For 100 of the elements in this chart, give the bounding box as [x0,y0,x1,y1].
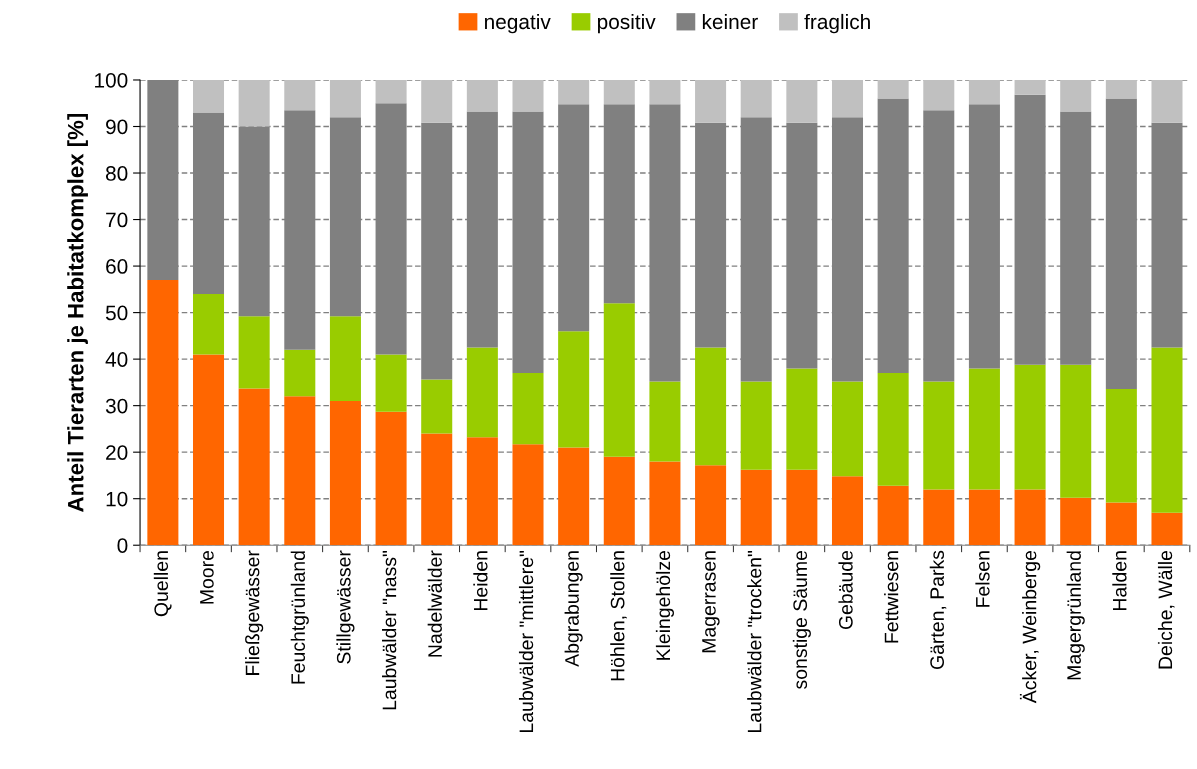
bar [831,79,864,118]
bar [740,79,772,118]
legend-label: positiv [597,13,656,34]
y-tick-label: 80 [105,166,128,181]
bar [1060,497,1092,546]
x-tick-label: Deiche, Wälle [1157,550,1175,669]
bar [1151,347,1183,513]
x-tick-label: Höhlen, Stollen [610,551,627,681]
bar [923,79,955,111]
y-tick-label: 60 [106,259,128,274]
bar [1060,364,1092,498]
bar [923,381,955,490]
bar [877,79,909,99]
y-tick-label: 100 [95,72,128,88]
bar [1105,98,1137,389]
bar [877,485,909,546]
y-tick-label: 50 [105,305,128,321]
bar [375,79,407,104]
bar [1105,79,1137,99]
bar [238,388,270,546]
x-tick-label: Laubwälder "nass" [382,550,397,710]
x-tick-label: Kleingehölze [655,550,674,660]
x-tick-label: Stillgewässer [336,550,355,664]
bar [466,79,498,112]
bar [968,489,1000,546]
bar [192,79,225,113]
bar [284,349,316,397]
x-tick-label: Magergrünland [1066,551,1085,680]
bar [1014,94,1046,365]
bar [649,79,681,105]
y-tick-label: 90 [106,119,128,135]
bar [1060,79,1092,112]
bar [421,379,453,434]
bar [740,469,772,546]
y-tick-label: 0 [117,538,128,553]
bar [1151,512,1183,546]
bar [558,331,590,448]
bar [375,354,407,412]
x-tick-label: Nadelwälder [427,550,442,657]
bar [695,79,727,123]
bar [603,79,635,105]
bar [831,476,864,546]
x-tick-label: Laubwälder "mittlere" [518,550,534,732]
bar [466,347,498,438]
bar [649,461,681,546]
legend-label: negativ [485,13,551,34]
bar [558,447,590,546]
y-tick-label: 10 [106,491,128,507]
bar [786,79,818,123]
bar [649,381,681,462]
x-tick-label: Gärten, Parks [929,550,947,670]
legend-label: keiner [702,13,758,30]
bar [512,444,544,546]
bar [923,489,955,546]
bar [786,469,818,546]
bar [831,117,864,382]
bar [1014,489,1046,546]
bar [786,368,818,470]
x-tick-label: Heiden [473,551,488,611]
bar [1105,502,1137,546]
bar [603,303,635,457]
x-tick-label: Abgrabungen [564,551,583,667]
y-axis-title: Anteil Tierarten je Habitatkomplex [%] [67,113,88,512]
bar [558,79,590,105]
x-tick-label: sonstige Säume [792,550,811,689]
bar [923,110,955,382]
x-tick-label: Halden [1112,551,1127,611]
bar [238,316,270,389]
bar [192,293,225,355]
y-tick-label: 40 [105,352,128,367]
bar [1014,364,1046,490]
bar [512,79,544,112]
x-tick-label: Magerrasen [702,551,720,653]
bar [1151,79,1183,123]
x-tick-label: Felsen [975,551,990,607]
bar [421,433,453,546]
bar [512,373,544,445]
bar [603,456,635,546]
x-tick-label: Fließgewässer [245,550,264,675]
bar [1014,79,1046,95]
bar [968,79,1000,105]
x-tick-label: Gebäude [838,550,853,630]
legend-label: fraglich [804,13,870,34]
bar [695,465,727,546]
bar [329,79,361,118]
x-tick-label: Moore [200,550,214,604]
y-tick-label: 30 [105,398,128,414]
bar [329,316,361,401]
bar [1105,388,1137,503]
y-tick-label: 70 [106,212,128,228]
x-tick-label: Quellen [153,551,172,617]
bar [877,373,909,486]
bar [329,401,361,546]
bar [695,347,727,466]
bar [375,411,407,546]
bar [968,368,1000,490]
bar [466,437,498,546]
x-tick-label: Äcker, Weinberge [1019,550,1041,704]
x-tick-label: Feuchtgrünland [290,551,309,684]
bar [192,354,225,546]
